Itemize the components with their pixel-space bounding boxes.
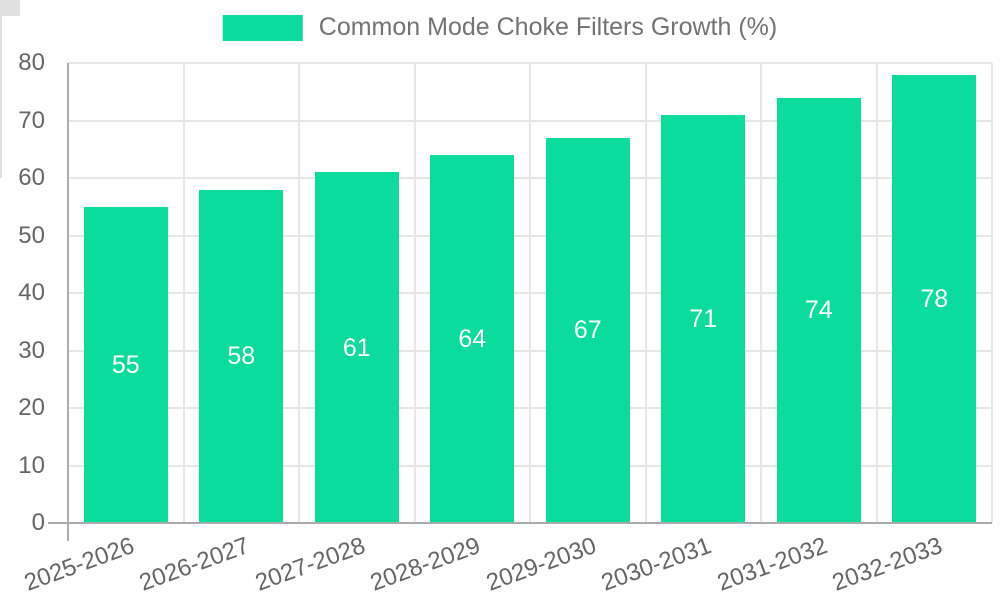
y-tick-mark <box>0 0 20 2</box>
y-axis-line <box>67 63 69 541</box>
x-axis-tick-label: 2032-2033 <box>829 532 947 597</box>
y-axis-tick-label: 70 <box>18 106 45 134</box>
x-tick-mark <box>0 124 2 142</box>
x-tick-mark <box>0 106 2 124</box>
bar-value-label: 58 <box>227 342 256 371</box>
y-axis-tick-label: 30 <box>18 336 45 364</box>
bar[interactable] <box>199 189 284 523</box>
x-tick-mark <box>0 160 2 178</box>
v-gridline <box>298 63 300 523</box>
y-tick-mark <box>0 6 20 8</box>
bar[interactable] <box>776 97 861 523</box>
bar[interactable] <box>892 74 977 523</box>
y-axis-tick-label: 20 <box>18 394 45 421</box>
v-gridline <box>875 63 878 523</box>
y-tick-mark <box>0 2 20 4</box>
x-tick-mark <box>0 88 2 106</box>
x-axis-tick-label: 2027-2028 <box>251 532 369 597</box>
v-gridline <box>529 63 531 523</box>
bar[interactable] <box>314 172 399 523</box>
y-axis-tick-label: 50 <box>18 221 45 249</box>
legend-label: Common Mode Choke Filters Growth (%) <box>318 13 778 41</box>
bar-value-label: 74 <box>804 296 833 325</box>
bar[interactable] <box>430 155 515 523</box>
y-axis-tick-label: 60 <box>18 164 45 191</box>
bar-value-label: 78 <box>920 284 949 313</box>
x-tick-mark <box>0 52 2 70</box>
bar-value-label: 61 <box>342 333 371 362</box>
legend-swatch <box>222 14 303 41</box>
x-axis-tick-label: 2028-2029 <box>367 532 485 597</box>
v-gridline <box>760 63 762 523</box>
bar-value-label: 64 <box>458 325 487 353</box>
y-axis-tick-label: 0 <box>31 509 45 536</box>
bar[interactable] <box>661 114 746 523</box>
y-tick-mark <box>0 8 20 10</box>
x-axis-tick-label: 2029-2030 <box>482 532 600 597</box>
bar[interactable] <box>83 206 168 523</box>
x-tick-mark <box>0 34 2 52</box>
bar-value-label: 71 <box>689 304 718 333</box>
x-tick-mark <box>0 142 2 160</box>
x-axis-tick-label: 2025-2026 <box>20 532 138 597</box>
x-axis-line <box>48 522 992 524</box>
y-axis-tick-label: 80 <box>18 49 45 76</box>
x-tick-mark <box>0 70 2 88</box>
v-gridline <box>644 63 647 523</box>
v-gridline <box>182 63 185 523</box>
y-tick-mark <box>0 12 20 14</box>
x-tick-mark <box>0 16 2 34</box>
y-tick-mark <box>0 14 20 16</box>
y-axis-tick-label: 10 <box>18 451 45 479</box>
legend-item[interactable]: Common Mode Choke Filters Growth (%) <box>222 13 778 42</box>
bar-value-label: 55 <box>111 350 140 379</box>
y-tick-mark <box>0 4 20 6</box>
x-axis-tick-label: 2026-2027 <box>136 532 254 597</box>
bar[interactable] <box>545 137 630 523</box>
bar-value-label: 67 <box>573 316 602 345</box>
x-axis-tick-label: 2030-2031 <box>598 532 716 597</box>
x-axis-tick-label: 2031-2032 <box>713 532 831 597</box>
v-gridline <box>413 63 416 523</box>
v-gridline <box>991 63 993 523</box>
y-axis-tick-label: 40 <box>18 279 45 306</box>
y-tick-mark <box>0 10 20 12</box>
